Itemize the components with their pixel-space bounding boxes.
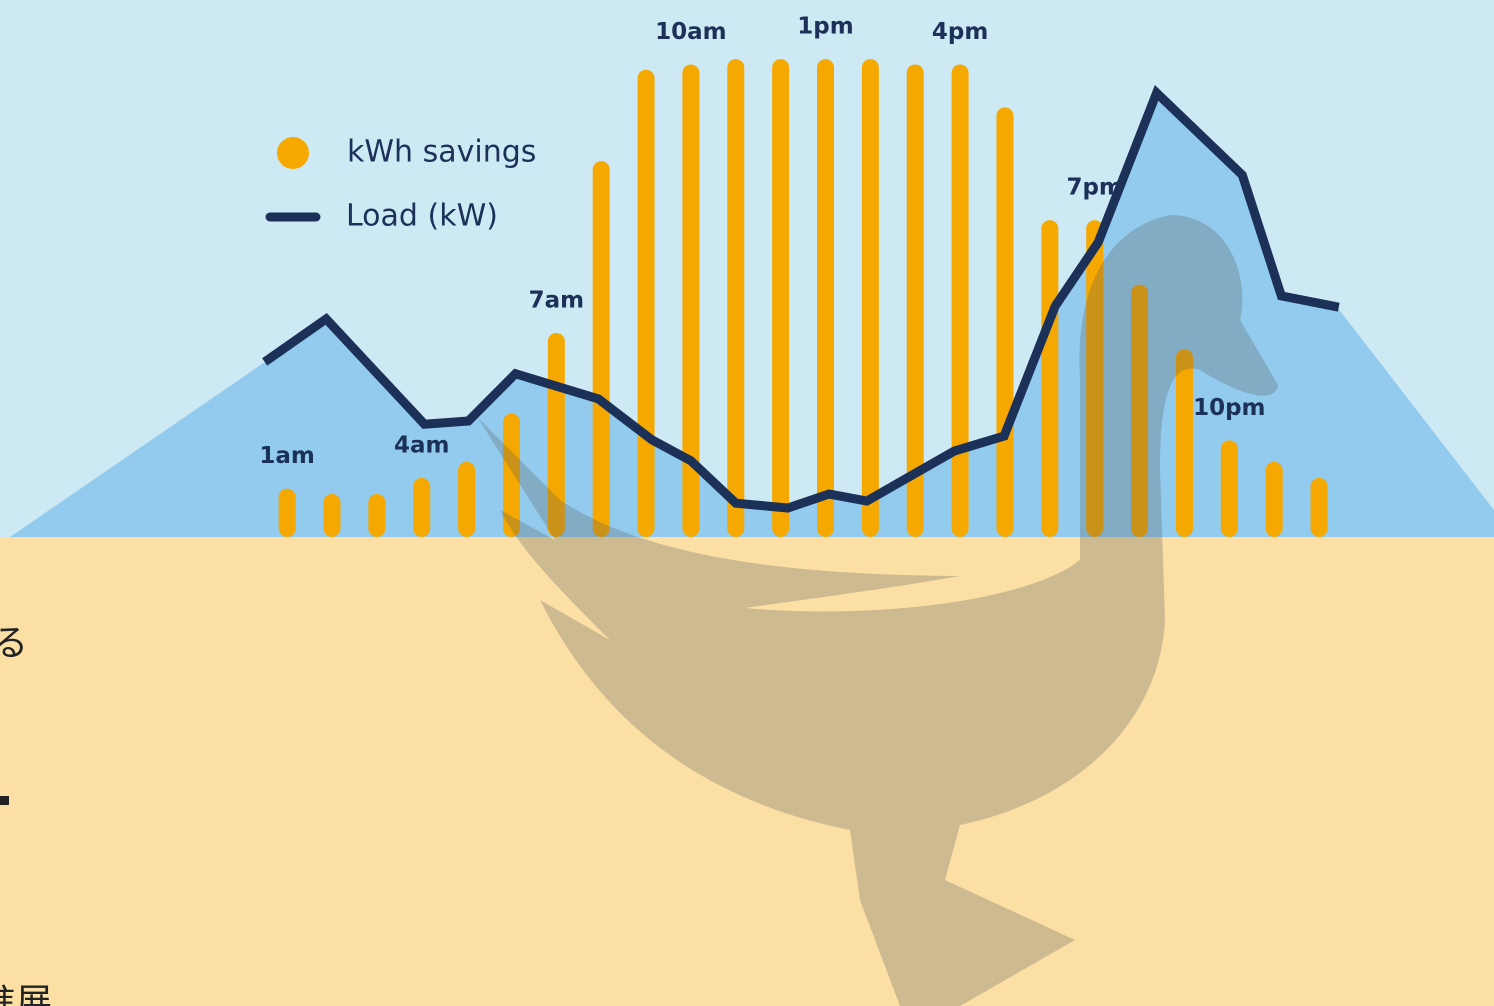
hour-label: 1pm — [797, 14, 853, 40]
bar — [1265, 461, 1283, 537]
bar — [1310, 477, 1328, 537]
bar — [861, 59, 879, 537]
labels: 1am 4am 7am 10am 1pm 4pm 7pm 10pm — [259, 14, 1265, 470]
load-area — [10, 93, 1494, 537]
bar — [323, 494, 341, 537]
hour-label: 10pm — [1193, 395, 1265, 421]
bar — [368, 494, 386, 537]
side-text: る — [0, 623, 28, 664]
bar — [772, 59, 790, 537]
lines — [262, 84, 1340, 513]
bar — [1131, 284, 1149, 537]
hour-label: 7am — [529, 287, 585, 313]
bar — [592, 161, 610, 537]
bar — [817, 59, 835, 537]
ground-background — [0, 537, 1494, 1006]
hour-label: 10am — [655, 19, 727, 45]
bar — [413, 477, 431, 537]
bar — [458, 461, 476, 537]
bar — [278, 488, 296, 537]
bar — [1086, 220, 1104, 538]
side-text: 進展 — [0, 982, 52, 1006]
bar — [1220, 440, 1238, 537]
bar — [682, 64, 700, 537]
legend-label: Load (kW) — [346, 199, 498, 234]
bar — [1175, 349, 1193, 537]
bars — [278, 59, 1328, 538]
hour-label: 4pm — [932, 19, 988, 45]
load-line — [262, 84, 1340, 513]
legend-label: kWh savings — [347, 135, 536, 170]
bar — [502, 413, 520, 537]
bar — [951, 64, 969, 537]
side-bullet — [0, 796, 9, 805]
bar — [906, 64, 924, 537]
bar — [637, 69, 655, 537]
hour-label: 1am — [259, 443, 315, 469]
hour-label: 7pm — [1066, 175, 1122, 201]
duck-silhouette — [478, 215, 1278, 1006]
bar — [1041, 220, 1059, 538]
bar — [996, 107, 1014, 538]
legend-swatch — [277, 137, 309, 169]
bar — [727, 59, 745, 537]
hour-label: 4am — [394, 432, 450, 458]
